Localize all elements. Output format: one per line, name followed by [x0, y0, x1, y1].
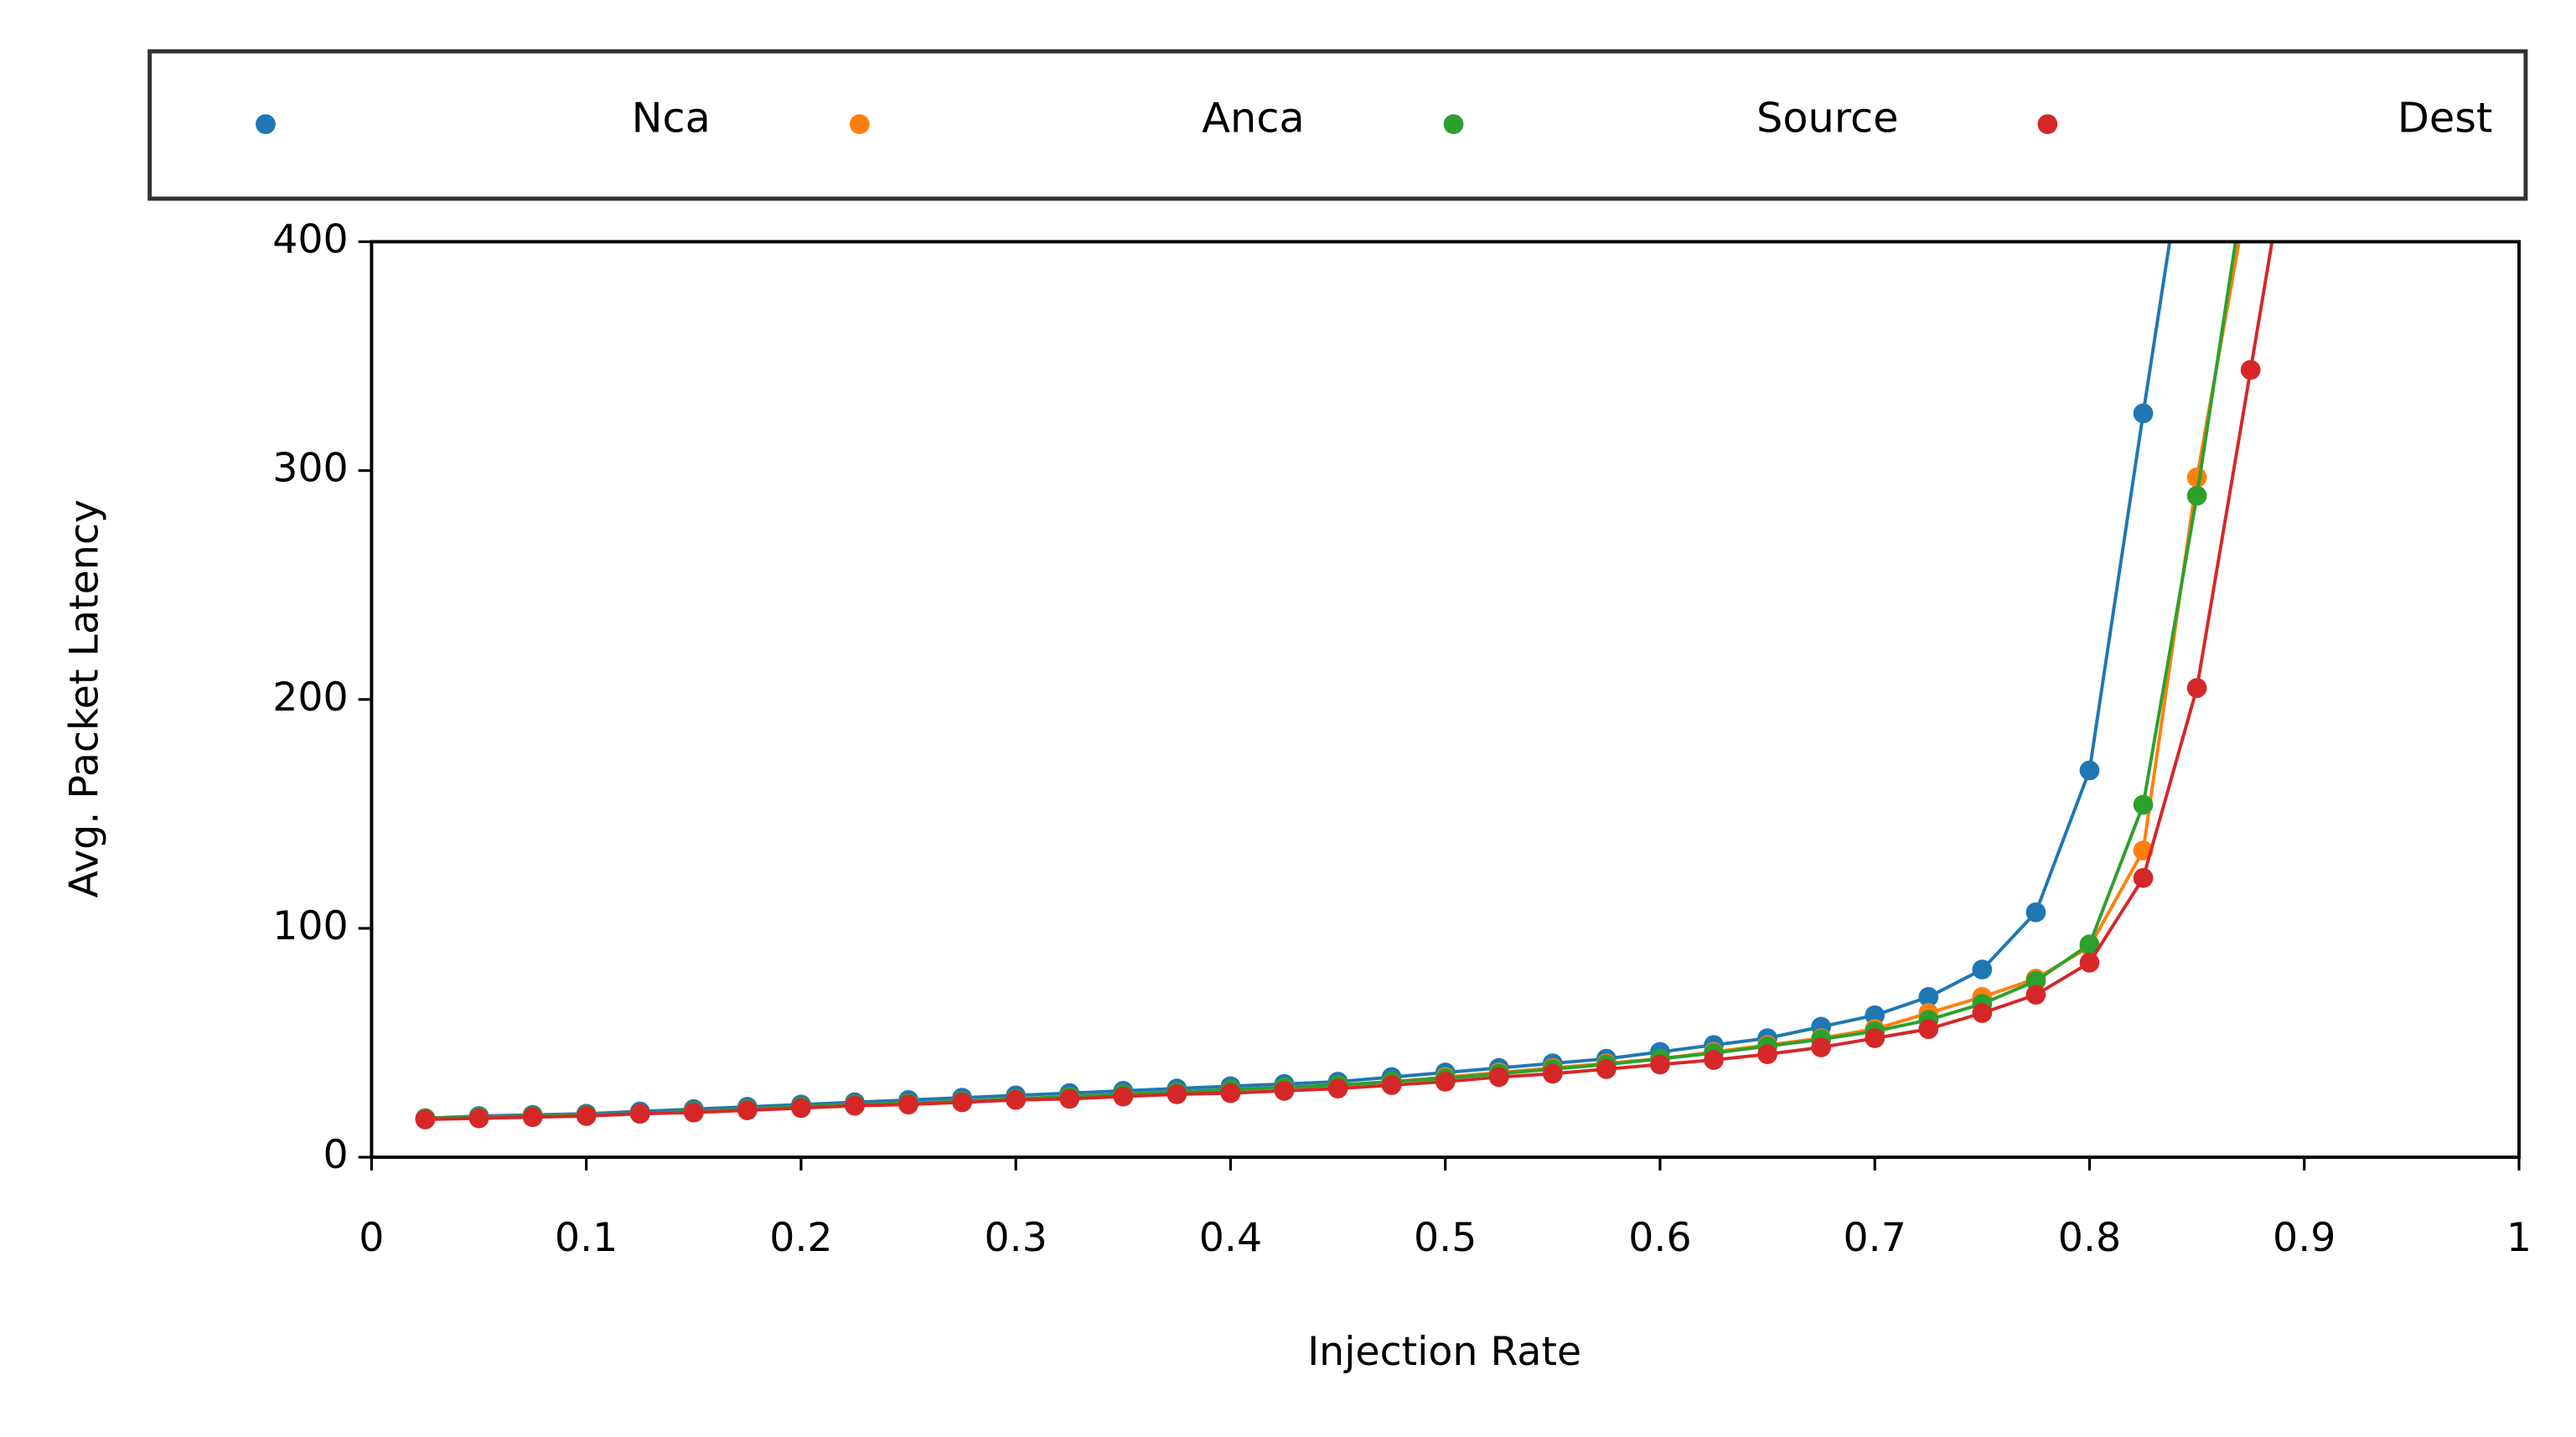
data-point [683, 1102, 704, 1123]
plot-area [415, 55, 2274, 1129]
data-point [1918, 987, 1939, 1007]
legend-label: Source [1756, 94, 1899, 142]
data-point [2186, 467, 2207, 488]
x-tick-label: 0 [359, 1215, 384, 1261]
data-point [2133, 403, 2154, 424]
data-point [629, 1104, 650, 1124]
legend-marker [1443, 114, 1464, 135]
data-point [845, 1095, 865, 1116]
data-point [2133, 794, 2154, 815]
x-tick-label: 0.1 [555, 1215, 618, 1261]
series-line [425, 241, 2172, 1120]
data-point [1274, 1081, 1295, 1101]
data-point [2025, 970, 2046, 991]
x-tick-label: 0.5 [1414, 1215, 1477, 1261]
data-point [2133, 867, 2154, 888]
y-tick-label: 100 [272, 903, 348, 949]
data-point [468, 1108, 489, 1129]
axes-frame [370, 240, 2521, 1160]
data-point [898, 1094, 918, 1115]
y-tick-label: 300 [272, 446, 348, 492]
data-point [1650, 1054, 1670, 1075]
data-point [1327, 1078, 1348, 1098]
x-axis-label: Injection Rate [1307, 1329, 1581, 1375]
data-point [1596, 1059, 1616, 1079]
data-point [1488, 1067, 1509, 1088]
data-point [2079, 760, 2100, 781]
data-point [2241, 168, 2261, 188]
data-point [1381, 1075, 1402, 1095]
legend-label: Anca [1202, 94, 1304, 142]
data-point [415, 1109, 436, 1129]
data-point [2079, 934, 2100, 954]
data-point [1918, 1019, 1939, 1039]
data-point [1166, 1084, 1187, 1104]
data-point [1113, 1086, 1134, 1107]
y-tick-label: 400 [272, 216, 348, 262]
series-line [425, 241, 2274, 1121]
data-point [1811, 1037, 1832, 1057]
data-point [1059, 1088, 1080, 1109]
data-point [1220, 1083, 1241, 1104]
y-tick-label: 200 [272, 675, 348, 721]
legend-marker [256, 114, 276, 135]
legend-frame [147, 49, 2528, 201]
data-point [2241, 133, 2261, 153]
data-point [2025, 902, 2046, 923]
data-point [576, 1106, 597, 1126]
legend-marker [849, 114, 870, 135]
legend-label: Dest [2398, 94, 2492, 142]
x-tick-label: 0.6 [1628, 1215, 1691, 1261]
data-point [1757, 1044, 1777, 1065]
x-tick-label: 0.9 [2273, 1215, 2335, 1261]
data-point [2187, 55, 2207, 75]
data-point [2186, 485, 2207, 506]
y-axis-label: Avg. Packet Latency [62, 499, 108, 897]
data-point [2240, 359, 2261, 380]
x-tick-label: 0.4 [1199, 1215, 1262, 1261]
data-point [952, 1092, 972, 1113]
data-point [1972, 959, 1993, 980]
data-point [1704, 1050, 1724, 1070]
x-tick-label: 0.8 [2058, 1215, 2121, 1261]
data-point [737, 1100, 758, 1120]
legend-label: Nca [632, 94, 711, 142]
data-point [1865, 1005, 1885, 1026]
data-point [2025, 985, 2046, 1005]
x-tick-label: 0.7 [1844, 1215, 1906, 1261]
x-tick-label: 1 [2506, 1215, 2532, 1261]
data-point [522, 1107, 543, 1128]
data-point [2186, 678, 2207, 698]
x-tick-label: 0.2 [769, 1215, 832, 1261]
data-point [1006, 1089, 1027, 1110]
x-tick-label: 0.3 [984, 1215, 1047, 1261]
data-point [1435, 1072, 1456, 1092]
y-tick-label: 0 [323, 1132, 349, 1178]
data-point [1865, 1028, 1885, 1048]
data-point [2079, 953, 2100, 973]
data-point [1542, 1063, 1563, 1084]
legend-marker [2037, 114, 2058, 135]
data-point [1972, 1003, 1993, 1023]
data-point [791, 1098, 811, 1119]
